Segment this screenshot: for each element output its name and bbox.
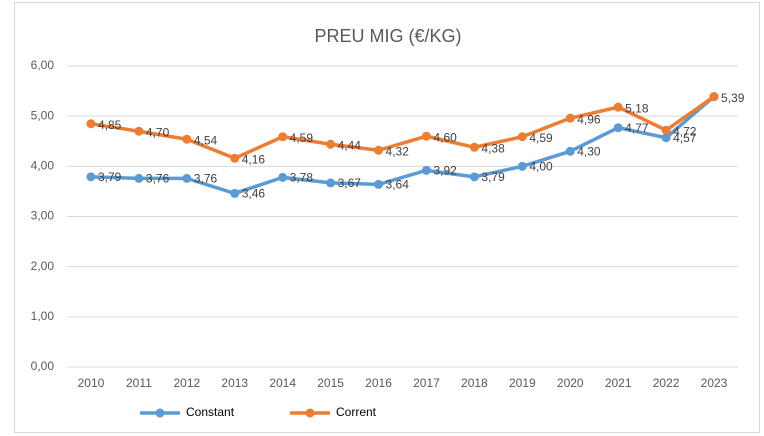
data-label: 3,78 (290, 171, 314, 185)
series-line (90, 95, 716, 196)
data-label: 3,64 (386, 178, 410, 192)
data-label: 4,44 (338, 138, 362, 152)
data-label: 4,32 (386, 144, 410, 158)
data-point (326, 178, 336, 188)
data-point (134, 173, 144, 183)
data-point (374, 145, 384, 155)
x-tick-label: 2017 (413, 376, 440, 390)
x-tick-label: 2010 (78, 376, 105, 390)
x-tick-label: 2012 (173, 376, 200, 390)
data-point (709, 92, 719, 102)
data-label: 4,57 (673, 131, 697, 145)
data-point (517, 161, 527, 171)
data-label: 3,79 (98, 170, 122, 184)
data-point (86, 172, 96, 182)
data-label: 3,76 (146, 172, 170, 186)
legend-label: Corrent (336, 405, 377, 419)
data-point (565, 113, 575, 123)
data-point (230, 153, 240, 163)
data-point (565, 146, 575, 156)
chart-frame (14, 2, 760, 433)
data-point (421, 131, 431, 141)
data-point (661, 133, 671, 143)
legend-label: Constant (186, 405, 235, 419)
data-label: 4,59 (290, 131, 314, 145)
y-tick-label: 3,00 (31, 209, 55, 223)
x-tick-label: 2019 (509, 376, 536, 390)
data-point (278, 132, 288, 142)
data-point (374, 179, 384, 189)
x-tick-label: 2021 (605, 376, 632, 390)
y-tick-label: 4,00 (31, 159, 55, 173)
data-point (182, 134, 192, 144)
data-point (421, 165, 431, 175)
data-label: 4,59 (529, 131, 553, 145)
data-label: 4,16 (242, 152, 266, 166)
data-label: 4,85 (98, 118, 122, 132)
data-label: 4,60 (433, 130, 457, 144)
chart-title: PREU MIG (€/KG) (314, 26, 461, 46)
data-label: 4,70 (146, 125, 170, 139)
x-tick-label: 2022 (653, 376, 680, 390)
x-tick-label: 2023 (701, 376, 728, 390)
x-tick-label: 2020 (557, 376, 584, 390)
x-tick-label: 2014 (269, 376, 296, 390)
data-point (230, 188, 240, 198)
data-point (613, 123, 623, 133)
y-tick-label: 0,00 (31, 359, 55, 373)
data-label: 3,92 (433, 164, 457, 178)
y-tick-label: 1,00 (31, 309, 55, 323)
x-tick-label: 2013 (221, 376, 248, 390)
data-label: 3,46 (242, 187, 266, 201)
series-line (90, 95, 716, 161)
data-point (661, 125, 671, 135)
x-tick-label: 2011 (126, 376, 152, 390)
y-tick-label: 6,00 (31, 58, 55, 72)
data-point (469, 142, 479, 152)
data-label: 4,72 (673, 124, 697, 138)
data-label: 3,76 (194, 172, 218, 186)
data-label: 3,67 (338, 176, 362, 190)
data-point (469, 172, 479, 182)
data-label: 3,79 (481, 170, 505, 184)
x-tick-label: 2015 (317, 376, 344, 390)
data-point (134, 126, 144, 136)
data-label: 4,38 (481, 141, 505, 155)
y-tick-label: 2,00 (31, 259, 55, 273)
data-label: 4,00 (529, 160, 553, 174)
data-label: 4,77 (625, 121, 649, 135)
data-label: 4,30 (577, 144, 601, 158)
legend-marker (305, 408, 315, 418)
data-point (613, 102, 623, 112)
y-tick-label: 5,00 (31, 108, 55, 122)
data-label: 5,18 (625, 101, 649, 115)
data-label: 4,54 (194, 133, 218, 147)
x-tick-label: 2016 (365, 376, 392, 390)
data-point (86, 119, 96, 129)
data-point (182, 173, 192, 183)
legend-marker (155, 408, 165, 418)
data-label: 4,96 (577, 112, 601, 126)
data-point (278, 172, 288, 182)
data-label: 5,39 (721, 91, 745, 105)
x-tick-label: 2018 (461, 376, 488, 390)
data-point (326, 139, 336, 149)
data-point (517, 132, 527, 142)
